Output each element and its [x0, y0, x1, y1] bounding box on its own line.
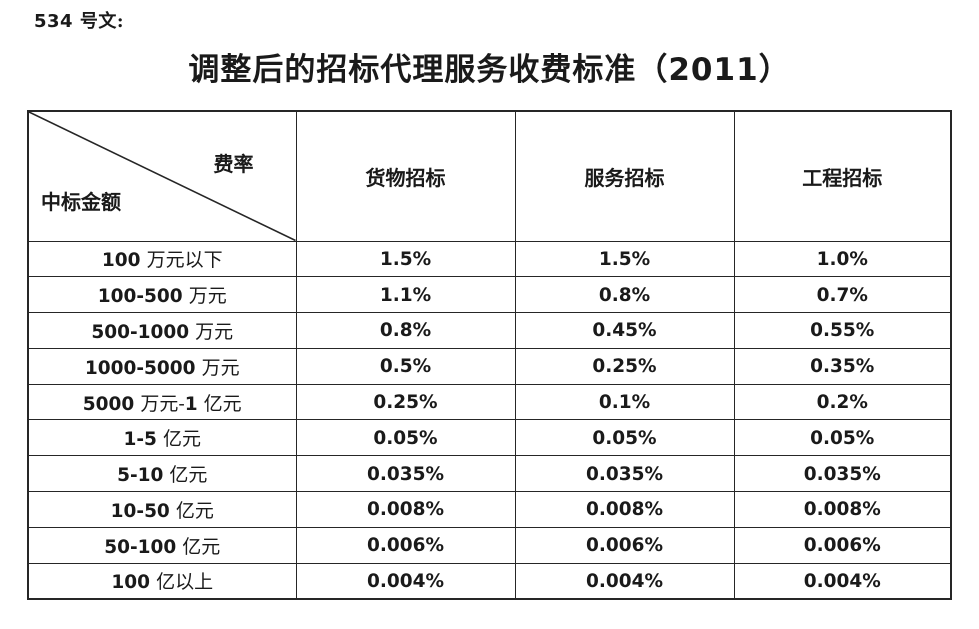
rate-cell: 1.0%: [733, 240, 952, 278]
table-row: 1000-5000 万元 0.5% 0.25% 0.35%: [27, 347, 952, 385]
table-row: 100-500 万元 1.1% 0.8% 0.7%: [27, 276, 952, 314]
rate-cell: 0.006%: [295, 526, 516, 564]
row-label-cell: 1000-5000 万元: [27, 347, 297, 385]
rate-cell: 0.45%: [514, 312, 735, 349]
row-label-cell: 100 亿以上: [27, 562, 297, 600]
rate-cell: 0.05%: [733, 419, 952, 457]
row-label-cell: 5000 万元-1 亿元: [27, 383, 297, 421]
row-label-cell: 10-50 亿元: [27, 491, 297, 528]
row-label-cell: 100 万元以下: [27, 240, 297, 278]
rate-cell: 0.008%: [733, 491, 952, 528]
table-row: 1-5 亿元 0.05% 0.05% 0.05%: [27, 419, 952, 457]
rate-cell: 1.5%: [514, 240, 735, 278]
diagonal-divider-line: [29, 112, 296, 241]
row-label-cell: 500-1000 万元: [27, 312, 297, 349]
table-header: 费率 中标金额 货物招标 服务招标 工程招标: [27, 110, 952, 242]
rate-cell: 0.006%: [514, 526, 735, 564]
column-header-engineering-bidding: 工程招标: [733, 110, 952, 242]
rate-cell: 0.004%: [514, 562, 735, 600]
rate-cell: 0.008%: [514, 491, 735, 528]
rate-cell: 0.1%: [514, 383, 735, 421]
rate-cell: 0.035%: [514, 455, 735, 493]
doc-number: 534 号文:: [34, 11, 124, 32]
table-row: 5-10 亿元 0.035% 0.035% 0.035%: [27, 455, 952, 493]
rate-cell: 0.004%: [295, 562, 516, 600]
rate-cell: 0.2%: [733, 383, 952, 421]
page-title: 调整后的招标代理服务收费标准（2011）: [188, 52, 791, 88]
table-row: 5000 万元-1 亿元 0.25% 0.1% 0.2%: [27, 383, 952, 421]
rate-cell: 0.004%: [733, 562, 952, 600]
row-label-cell: 1-5 亿元: [27, 419, 297, 457]
table-row: 500-1000 万元 0.8% 0.45% 0.55%: [27, 312, 952, 349]
rate-cell: 1.1%: [295, 276, 516, 314]
rate-cell: 0.7%: [733, 276, 952, 314]
rate-cell: 0.035%: [295, 455, 516, 493]
rate-cell: 0.55%: [733, 312, 952, 349]
rate-cell: 0.5%: [295, 347, 516, 385]
row-label-cell: 50-100 亿元: [27, 526, 297, 564]
corner-label-fee-rate: 费率: [213, 152, 254, 176]
rate-cell: 0.8%: [514, 276, 735, 314]
rate-cell: 1.5%: [295, 240, 516, 278]
rate-cell: 0.35%: [733, 347, 952, 385]
rate-cell: 0.008%: [295, 491, 516, 528]
rate-cell: 0.25%: [295, 383, 516, 421]
fee-table-body: 100 万元以下 1.5% 1.5% 1.0% 100-500 万元 1.1% 0.8% 0.…: [27, 240, 952, 600]
column-header-service-bidding: 服务招标: [514, 110, 735, 242]
fee-rate-table: 费率 中标金额 货物招标 服务招标 工程招标 100 万元以下 1.5% 1.5% 1…: [27, 110, 952, 600]
rate-cell: 0.006%: [733, 526, 952, 564]
rate-cell: 0.035%: [733, 455, 952, 493]
table-row: 100 万元以下 1.5% 1.5% 1.0%: [27, 240, 952, 278]
table-row: 100 亿以上 0.004% 0.004% 0.004%: [27, 562, 952, 600]
rate-cell: 0.05%: [295, 419, 516, 457]
row-label-cell: 5-10 亿元: [27, 455, 297, 493]
rate-cell: 0.8%: [295, 312, 516, 349]
corner-label-bid-amount: 中标金额: [41, 190, 121, 214]
rate-cell: 0.05%: [514, 419, 735, 457]
corner-header-cell: 费率 中标金额: [27, 110, 297, 242]
row-label-cell: 100-500 万元: [27, 276, 297, 314]
header-row: 费率 中标金额 货物招标 服务招标 工程招标: [27, 110, 952, 242]
column-header-goods-bidding: 货物招标: [295, 110, 516, 242]
table-row: 10-50 亿元 0.008% 0.008% 0.008%: [27, 491, 952, 528]
rate-cell: 0.25%: [514, 347, 735, 385]
table-row: 50-100 亿元 0.006% 0.006% 0.006%: [27, 526, 952, 564]
